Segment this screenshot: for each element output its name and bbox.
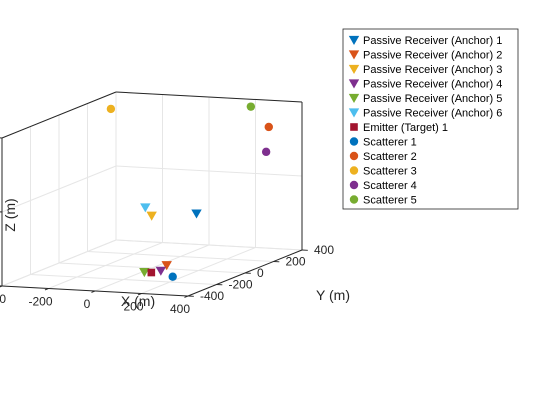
x-tick-label: 400 bbox=[170, 302, 190, 316]
data-point bbox=[106, 104, 116, 114]
x-tick-mark bbox=[44, 288, 49, 291]
legend[interactable]: Passive Receiver (Anchor) 1 Passive Recei… bbox=[342, 28, 519, 210]
data-point bbox=[261, 147, 271, 157]
legend-label: Passive Receiver (Anchor) 5 bbox=[363, 93, 502, 105]
legend-label: Scatterer 3 bbox=[363, 166, 417, 178]
data-points bbox=[106, 102, 273, 281]
x-tick-mark bbox=[184, 295, 189, 298]
y-tick-label: -400 bbox=[200, 289, 224, 303]
x-tick-label: 0 bbox=[84, 297, 91, 311]
legend-label: Passive Receiver (Anchor) 1 bbox=[363, 35, 502, 47]
x-axis-label: X (m) bbox=[121, 293, 155, 309]
data-point bbox=[147, 268, 156, 277]
legend-label: Passive Receiver (Anchor) 3 bbox=[363, 64, 502, 76]
grid-line-z-back bbox=[115, 239, 303, 251]
legend-marker bbox=[349, 195, 359, 204]
x-tick-label: -400 bbox=[0, 292, 6, 306]
x-tick-mark bbox=[91, 290, 96, 293]
legend-marker bbox=[348, 35, 360, 45]
legend-label: Passive Receiver (Anchor) 4 bbox=[363, 79, 502, 91]
x-tick-label: 200 bbox=[123, 300, 143, 314]
legend-label: Passive Receiver (Anchor) 2 bbox=[363, 50, 502, 62]
axes-front bbox=[1, 91, 303, 297]
legend-label: Passive Receiver (Anchor) 6 bbox=[363, 108, 502, 120]
y-axis-label: Y (m) bbox=[316, 287, 350, 303]
x-tick-mark bbox=[137, 293, 142, 296]
legend-marker bbox=[349, 137, 359, 146]
legend-marker bbox=[348, 108, 360, 118]
legend-marker bbox=[348, 50, 360, 60]
legend-marker bbox=[348, 93, 360, 103]
data-point bbox=[139, 267, 150, 278]
legend-box bbox=[342, 28, 519, 210]
y-tick-label: -200 bbox=[229, 278, 253, 292]
y-tick-label: 0 bbox=[257, 266, 264, 280]
legend-label: Scatterer 1 bbox=[363, 137, 417, 149]
legend-label: Scatterer 2 bbox=[363, 151, 417, 163]
data-point bbox=[140, 203, 151, 213]
grid-line-y-floor bbox=[58, 262, 246, 274]
grid-line-z-back bbox=[115, 165, 303, 177]
axes-back bbox=[2, 92, 302, 286]
legend-marker bbox=[349, 151, 359, 161]
z-axis-label: Z (m) bbox=[2, 198, 18, 231]
data-point bbox=[264, 122, 273, 132]
grid-line-z-side bbox=[1, 239, 117, 287]
y-tick-label: 200 bbox=[286, 255, 306, 269]
legend-marker bbox=[349, 166, 359, 175]
grid-line-y-floor bbox=[30, 274, 217, 285]
data-point bbox=[155, 266, 167, 276]
data-point bbox=[246, 102, 256, 111]
y-tick-label: 400 bbox=[314, 243, 334, 257]
box-edge-top-back bbox=[115, 91, 303, 103]
data-point bbox=[161, 261, 172, 271]
legend-marker bbox=[348, 79, 360, 89]
legend-marker bbox=[348, 64, 360, 74]
legend-marker bbox=[350, 123, 358, 131]
box-edge-top-left bbox=[1, 91, 117, 139]
grid-line-y-floor bbox=[87, 251, 274, 262]
legend-marker bbox=[349, 180, 359, 190]
legend-items: Passive Receiver (Anchor) 1 Passive Recei… bbox=[348, 35, 502, 207]
legend-label: Scatterer 5 bbox=[363, 195, 417, 207]
data-point bbox=[191, 209, 202, 219]
grid-line-z-side bbox=[1, 165, 117, 213]
data-point bbox=[146, 211, 157, 221]
legend-label: Scatterer 4 bbox=[363, 180, 417, 192]
x-tick-label: -200 bbox=[28, 295, 52, 309]
data-point bbox=[168, 272, 177, 281]
legend-label: Emitter (Target) 1 bbox=[363, 122, 448, 134]
